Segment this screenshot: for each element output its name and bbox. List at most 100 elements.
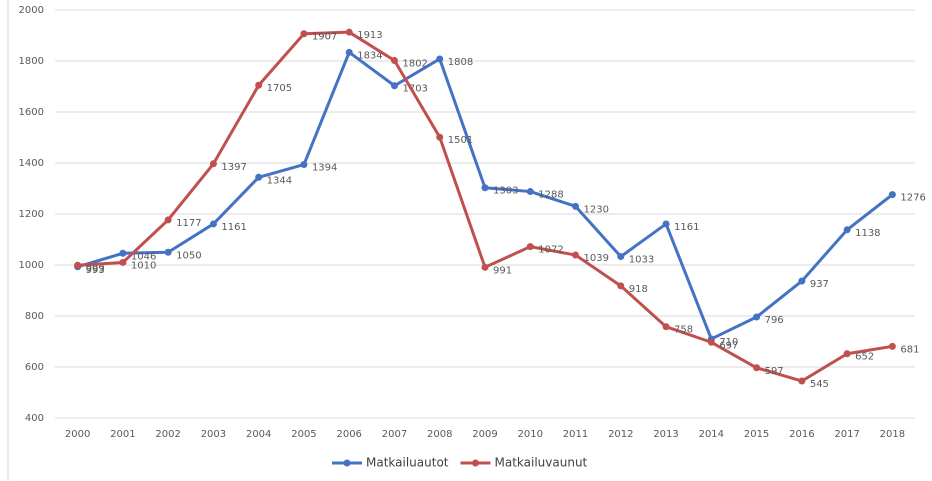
data-label: 681 [900, 344, 919, 355]
point [119, 258, 127, 266]
x-tick-label: 2010 [518, 429, 543, 440]
point [753, 364, 761, 372]
point [707, 338, 715, 346]
point [843, 350, 851, 358]
point [436, 133, 444, 141]
x-tick-label: 2015 [744, 429, 769, 440]
point [617, 253, 625, 261]
data-label: 1177 [176, 218, 201, 229]
y-tick-label: 1200 [19, 209, 44, 220]
data-label: 937 [810, 279, 829, 290]
data-label: 1394 [312, 163, 337, 174]
point [300, 30, 308, 38]
point [526, 243, 534, 251]
point [662, 220, 670, 228]
data-label: 1913 [357, 30, 382, 41]
x-tick-label: 2008 [427, 429, 452, 440]
data-label: 697 [719, 340, 738, 351]
y-tick-label: 1600 [19, 107, 44, 118]
x-tick-label: 2005 [291, 429, 316, 440]
x-tick-label: 2003 [201, 429, 226, 440]
point [526, 188, 534, 196]
data-label: 1288 [538, 190, 563, 201]
y-tick-label: 600 [25, 362, 44, 373]
data-label: 1046 [131, 251, 156, 262]
x-tick-label: 2016 [789, 429, 814, 440]
point [255, 81, 263, 89]
y-tick-label: 1800 [19, 56, 44, 67]
x-tick-label: 2014 [699, 429, 724, 440]
point [390, 56, 398, 64]
y-tick-label: 1000 [19, 260, 44, 271]
data-label: 597 [765, 366, 784, 377]
y-tick-label: 400 [25, 413, 44, 424]
point [164, 216, 172, 224]
legend-label: Matkailuvaunut [495, 456, 588, 470]
data-label: 1834 [357, 50, 382, 61]
legend-marker [343, 459, 351, 467]
point [209, 220, 217, 228]
point [798, 277, 806, 285]
series-line [77, 50, 894, 341]
point [255, 173, 263, 181]
data-label: 1703 [402, 84, 427, 95]
data-label: 1072 [538, 245, 563, 256]
data-label: 1501 [448, 135, 473, 146]
x-tick-label: 2004 [246, 429, 271, 440]
point [119, 249, 127, 257]
legend-marker [472, 459, 479, 467]
point [300, 161, 308, 169]
data-label: 710 [719, 337, 738, 348]
data-label: 1802 [402, 58, 427, 69]
x-tick-label: 2018 [880, 429, 905, 440]
point [164, 248, 172, 256]
data-label: 1050 [176, 250, 201, 261]
point [888, 342, 896, 350]
data-label: 1705 [267, 83, 292, 94]
x-tick-label: 2009 [472, 429, 497, 440]
x-tick-label: 2000 [65, 429, 90, 440]
point [617, 282, 625, 290]
point [345, 28, 353, 36]
x-tick-label: 2001 [110, 429, 135, 440]
point [390, 82, 398, 90]
legend-label: Matkailuautot [366, 456, 449, 470]
y-tick-label: 1400 [19, 158, 44, 169]
data-label: 1230 [584, 204, 609, 215]
data-label: 991 [493, 265, 512, 276]
point [481, 184, 489, 192]
point [888, 191, 896, 199]
point [209, 160, 217, 168]
point [753, 313, 761, 321]
x-tick-label: 2002 [155, 429, 180, 440]
point [481, 263, 489, 271]
data-label: 1276 [900, 193, 925, 204]
data-label: 545 [810, 379, 829, 390]
data-label: 1161 [674, 222, 699, 233]
data-label: 1303 [493, 186, 518, 197]
x-tick-label: 2011 [563, 429, 588, 440]
point [345, 48, 353, 56]
point [74, 261, 82, 269]
data-label: 1039 [584, 253, 609, 264]
data-label: 1161 [221, 222, 246, 233]
point [662, 323, 670, 331]
series-line [77, 30, 893, 383]
data-label: 1808 [448, 57, 473, 68]
data-label: 999 [86, 263, 105, 274]
point [798, 377, 806, 385]
legend: Matkailuautot Matkailuvaunut [332, 456, 588, 470]
x-tick-label: 2013 [653, 429, 678, 440]
point [572, 202, 580, 210]
x-tick-label: 2012 [608, 429, 633, 440]
data-label: 918 [629, 284, 648, 295]
y-tick-label: 2000 [19, 5, 44, 16]
data-label: 758 [674, 325, 693, 336]
x-tick-label: 2006 [336, 429, 361, 440]
data-label: 993 [86, 265, 105, 276]
data-label: 1033 [629, 255, 654, 266]
data-label: 1397 [221, 162, 246, 173]
data-label: 1344 [267, 175, 292, 186]
